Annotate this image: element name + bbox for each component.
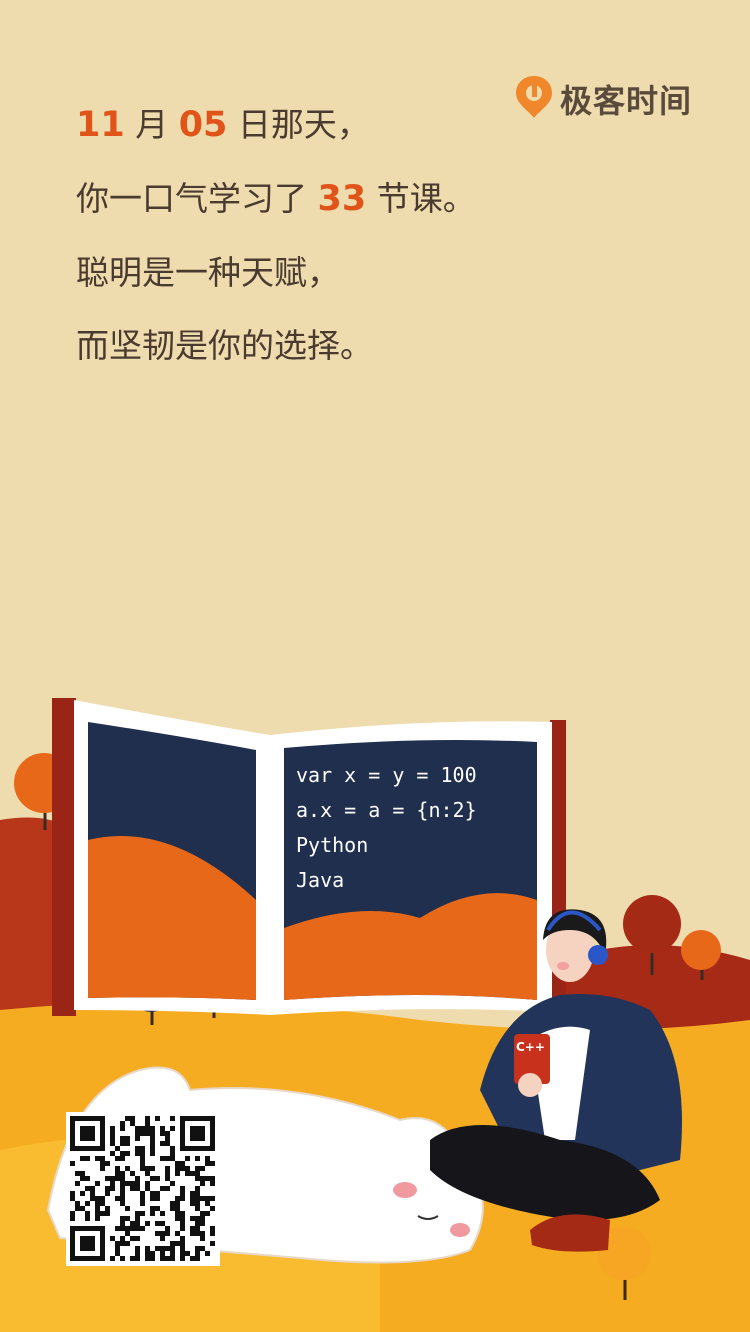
month-unit: 月 (124, 105, 179, 144)
lesson-count: 33 (317, 179, 367, 219)
brand-logo: 极客时间 (514, 74, 692, 124)
month-number: 11 (76, 105, 125, 145)
quote-line-1: 聪明是一种天赋， (76, 253, 340, 292)
qr-code-icon (70, 1116, 215, 1261)
code-line: Java (296, 868, 345, 892)
geektime-logo-icon (514, 74, 554, 124)
board-code: var x = y = 100 a.x = a = {n:2} Python J… (296, 758, 477, 898)
quote-line-2: 而坚韧是你的选择。 (76, 326, 373, 365)
code-line: var x = y = 100 (296, 763, 477, 787)
day-number: 05 (178, 105, 228, 145)
code-line: Python (296, 833, 369, 857)
logo-text: 极客时间 (559, 82, 692, 120)
day-tail: 日那天， (227, 105, 370, 144)
date-line: 11 月 05 日那天， (76, 88, 476, 162)
study-summary: 11 月 05 日那天， 你一口气学习了 33 节课。 聪明是一种天赋， 而坚韧… (76, 88, 476, 382)
count-prefix: 你一口气学习了 (76, 179, 318, 218)
count-suffix: 节课。 (366, 179, 476, 218)
code-line: a.x = a = {n:2} (296, 798, 477, 822)
book-label: C++ (516, 1040, 545, 1054)
count-line: 你一口气学习了 33 节课。 (76, 162, 476, 236)
qr-code[interactable] (66, 1112, 220, 1266)
